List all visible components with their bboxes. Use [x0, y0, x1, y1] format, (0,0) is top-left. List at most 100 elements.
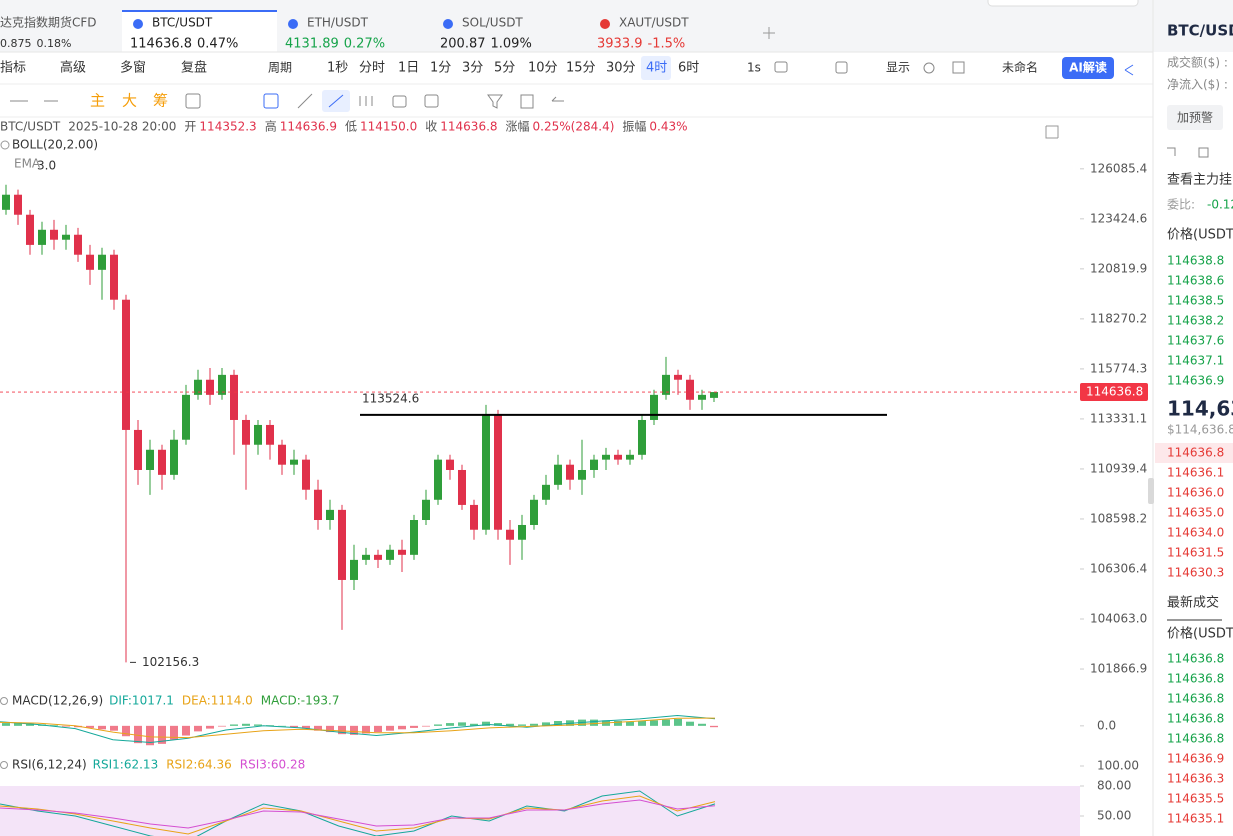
macd-bar	[14, 722, 22, 726]
resize-handle[interactable]	[1148, 478, 1154, 504]
tab-price[interactable]: 114636.8	[130, 37, 192, 52]
macd-bar	[218, 725, 226, 727]
settings-icon[interactable]	[923, 62, 935, 74]
tab-name[interactable]: 达克指数期货CFD	[0, 15, 97, 30]
alert-button-label[interactable]: 加预警	[1177, 110, 1213, 125]
speed-toggle[interactable]: 1s	[747, 61, 761, 75]
interval[interactable]: 3分	[462, 61, 483, 76]
candle-body	[686, 379, 694, 400]
interval[interactable]: 4时	[646, 61, 667, 76]
fullscreen-icon[interactable]	[952, 61, 965, 74]
draw-icon[interactable]	[424, 94, 439, 108]
info-text: 114636.9	[280, 120, 337, 134]
candle-body	[638, 419, 646, 455]
tab-price[interactable]: 200.87	[440, 37, 486, 52]
interval[interactable]: 5分	[494, 61, 515, 76]
macd-bar	[506, 723, 514, 726]
macd-bar	[374, 725, 382, 733]
interval[interactable]: 1分	[430, 61, 451, 76]
tab-change[interactable]: 0.27%	[344, 37, 385, 52]
macd-bar	[122, 725, 130, 737]
pane-legend: RSI1:62.13	[93, 758, 159, 772]
menu-item[interactable]: 多窗	[120, 60, 146, 76]
share-icon[interactable]	[1124, 64, 1134, 76]
indicator-tool[interactable]: 主	[90, 92, 105, 110]
layout-name[interactable]: 未命名	[1002, 60, 1038, 75]
bid-price: 114631.5	[1167, 546, 1224, 560]
sidebar-icons[interactable]	[1167, 147, 1209, 158]
overlay-param: 3.0	[37, 159, 56, 173]
candle-body	[374, 554, 382, 560]
tab-change[interactable]: 1.09%	[491, 37, 532, 52]
tab-change[interactable]: -1.5%	[648, 37, 686, 52]
draw-icon[interactable]	[392, 95, 407, 108]
info-text: 振幅	[622, 119, 646, 134]
candle-body	[62, 234, 70, 240]
tab-price[interactable]: 3933.9	[597, 37, 643, 52]
interval[interactable]: 1秒	[327, 61, 348, 76]
candle-body	[26, 214, 34, 245]
draw-icon[interactable]	[185, 93, 201, 109]
macd-bar	[638, 721, 646, 726]
ask-price: 114638.8	[1167, 254, 1224, 268]
indicator-tool[interactable]: 大	[122, 92, 137, 110]
orderbook-header: 价格(USDT	[1167, 227, 1233, 243]
trash-icon[interactable]	[520, 94, 534, 109]
expand-icon[interactable]	[1045, 125, 1059, 139]
menu-item[interactable]: 指标	[0, 61, 26, 76]
main-orders-link[interactable]: 查看主力挂	[1167, 172, 1232, 188]
tab-price[interactable]: 0.875	[0, 37, 32, 50]
candle-body	[554, 464, 562, 485]
draw-icon[interactable]	[359, 96, 373, 106]
tab-name[interactable]: BTC/USDT	[152, 16, 213, 30]
macd-bar	[614, 721, 622, 726]
draw-icon[interactable]	[328, 94, 344, 108]
filter-icon[interactable]	[487, 94, 503, 109]
macd-bar	[410, 725, 418, 728]
indicator-tool[interactable]: 筹	[153, 92, 168, 110]
menu-item[interactable]: 高级	[60, 60, 86, 76]
tab-price[interactable]: 4131.89	[285, 37, 339, 52]
interval[interactable]: 1日	[398, 61, 419, 76]
bid-price: 114636.8	[1167, 446, 1224, 460]
search-box[interactable]	[987, 0, 1139, 7]
candle-body	[98, 254, 106, 270]
candle-body	[386, 549, 394, 560]
interval[interactable]: 6时	[678, 61, 699, 76]
tab-name[interactable]: SOL/USDT	[462, 16, 523, 30]
info-text: 开	[184, 120, 196, 134]
interval[interactable]: 分时	[359, 61, 385, 76]
interval[interactable]: 30分	[606, 61, 636, 76]
tab-change[interactable]: 0.47%	[197, 37, 238, 52]
draw-icon[interactable]	[263, 93, 279, 109]
camera-icon[interactable]	[774, 61, 788, 73]
bid-highlight	[1155, 443, 1233, 463]
info-text: 涨幅	[506, 119, 530, 134]
undo-icon[interactable]	[551, 96, 564, 102]
menu-item[interactable]: 复盘	[181, 60, 207, 76]
tab-name[interactable]: XAUT/USDT	[619, 16, 689, 30]
info-text: 0.25%(284.4)	[533, 120, 615, 134]
low-annotation: 102156.3	[142, 655, 199, 669]
interval[interactable]: 10分	[528, 61, 558, 76]
candle-body	[122, 299, 130, 430]
ai-button[interactable]	[1062, 57, 1114, 79]
tab-change[interactable]: 0.18%	[37, 37, 72, 50]
candle-body	[110, 254, 118, 300]
draw-icon[interactable]	[297, 93, 313, 109]
tab-icon	[288, 19, 298, 29]
interval[interactable]: 15分	[566, 61, 596, 76]
display-toggle[interactable]: 显示	[886, 61, 910, 75]
macd-bar	[86, 725, 94, 728]
period-menu[interactable]: 周期	[268, 61, 292, 75]
macd-bar	[422, 725, 430, 727]
macd-bar	[194, 725, 202, 732]
tab-name[interactable]: ETH/USDT	[307, 16, 369, 30]
ask-price: 114638.2	[1167, 314, 1224, 328]
alert-button[interactable]	[1167, 105, 1223, 130]
copy-icon[interactable]	[835, 61, 848, 74]
trade-price: 114636.9	[1167, 752, 1224, 766]
ai-button-label[interactable]: AI解读	[1069, 60, 1107, 75]
macd-bar	[110, 725, 118, 731]
